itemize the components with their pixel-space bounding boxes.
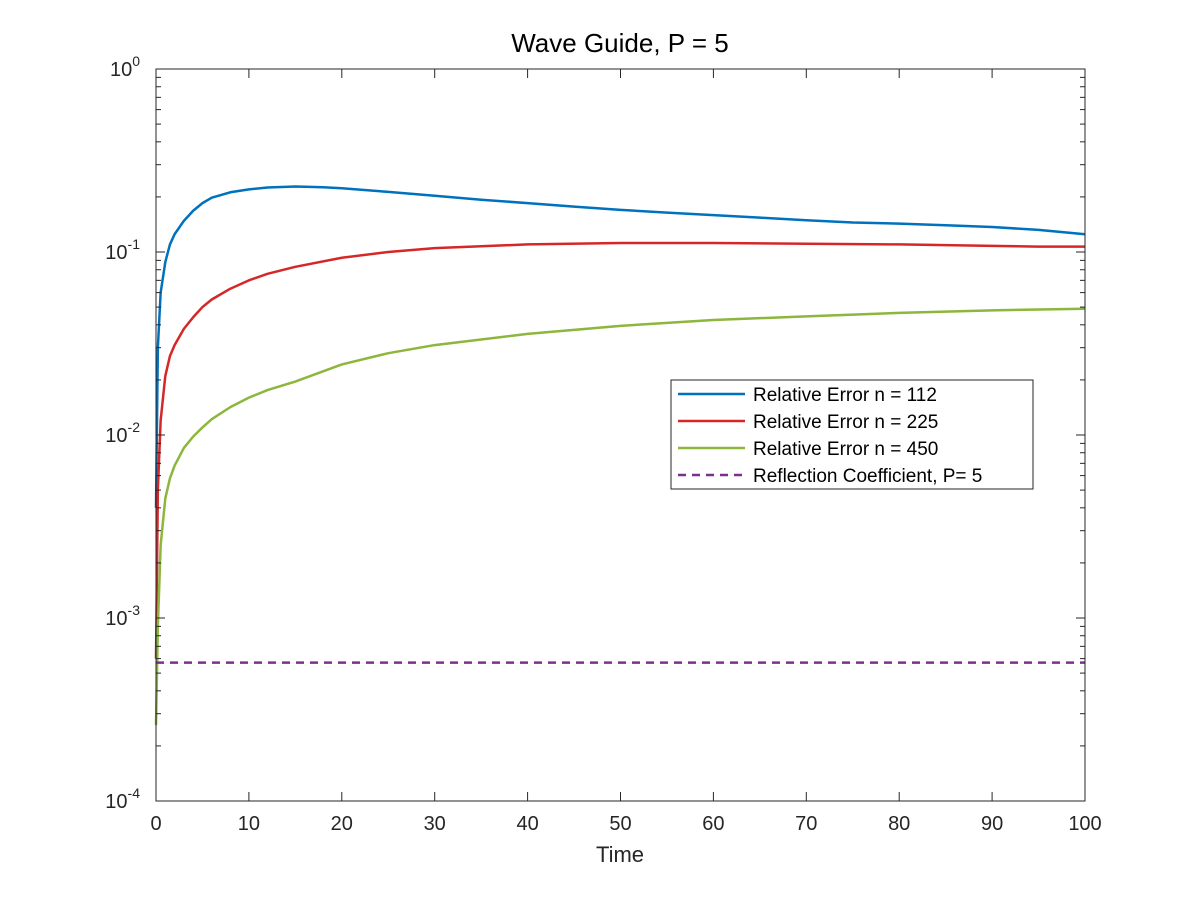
x-tick-label: 60 xyxy=(702,813,724,835)
series-line-3 xyxy=(154,307,1086,726)
legend-label-2: Relative Error n = 225 xyxy=(753,412,938,433)
y-tick-exponent: -4 xyxy=(128,785,141,801)
y-tick-exponent: -2 xyxy=(128,419,141,435)
x-tick-label: 50 xyxy=(609,813,631,835)
y-tick-exponent: 0 xyxy=(132,53,140,69)
chart-title: Wave Guide, P = 5 xyxy=(511,28,729,58)
series-line-1 xyxy=(154,185,1086,508)
x-tick-label: 70 xyxy=(795,813,817,835)
legend-box xyxy=(670,379,1034,490)
series-line-2 xyxy=(154,241,1085,659)
y-tick-exponent: -3 xyxy=(128,602,141,618)
x-tick-label: 100 xyxy=(1068,813,1101,835)
x-tick-label: 0 xyxy=(150,813,161,835)
x-tick-label: 30 xyxy=(424,813,446,835)
x-axis-label: Time xyxy=(596,842,644,867)
x-tick-label: 20 xyxy=(331,813,353,835)
legend-label-1: Relative Error n = 112 xyxy=(753,385,937,406)
legend-label-3: Relative Error n = 450 xyxy=(753,439,938,460)
x-tick-label: 80 xyxy=(888,813,910,835)
series-layer xyxy=(154,185,1086,726)
x-tick-label: 10 xyxy=(238,813,260,835)
x-axis: 0 10 20 30 40 50 60 70 80 90 100 xyxy=(150,69,1102,835)
x-tick-label: 90 xyxy=(981,813,1003,835)
y-tick-exponent: -1 xyxy=(128,236,141,252)
legend: Relative Error n = 112 Relative Error n =… xyxy=(670,379,1034,490)
legend-label-4: Reflection Coefficient, P= 5 xyxy=(753,466,982,487)
x-tick-label: 40 xyxy=(516,813,538,835)
